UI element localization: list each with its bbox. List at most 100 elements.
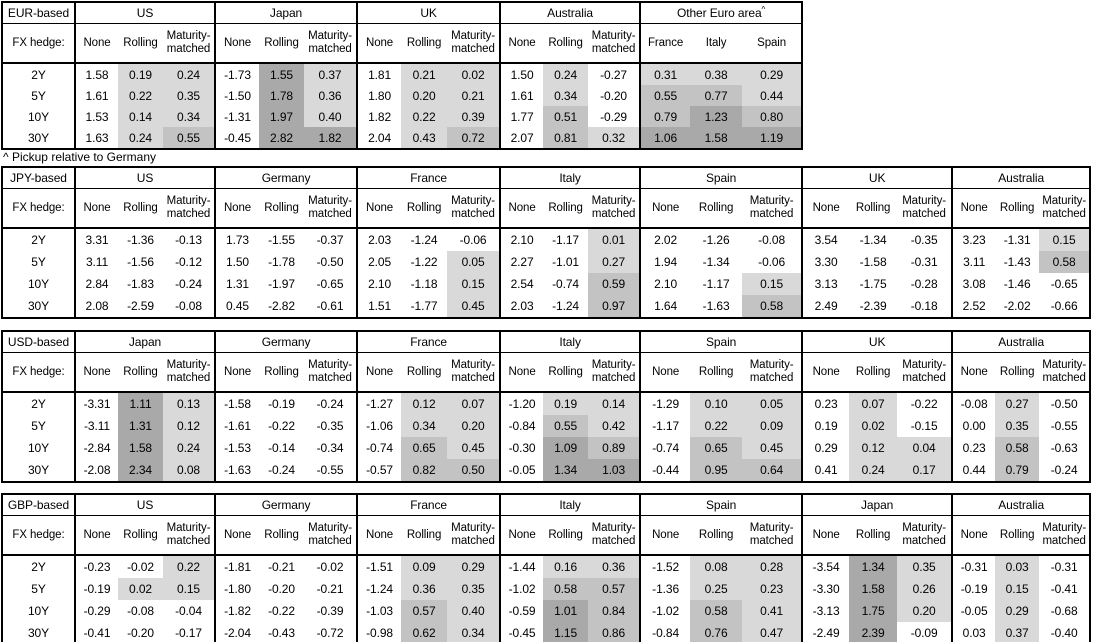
hedge-type-header: Maturity-matched <box>447 352 501 393</box>
value-cell: 1.75 <box>849 600 898 622</box>
value-cell: -0.31 <box>1039 555 1091 578</box>
value-cell: -0.09 <box>897 622 953 642</box>
country-name: Italy <box>559 335 581 349</box>
base-currency-label: JPY-based <box>2 167 76 189</box>
value-cell: 0.36 <box>401 578 448 600</box>
value-cell: -2.84 <box>74 437 118 459</box>
value-cell: 2.02 <box>639 228 691 251</box>
hedge-type-header: None <box>951 352 996 393</box>
value-cell: 0.31 <box>639 63 691 85</box>
value-cell: -0.34 <box>304 437 358 459</box>
country-header: UK <box>801 331 953 353</box>
value-cell: 0.35 <box>163 85 216 106</box>
value-cell: -0.72 <box>304 622 358 642</box>
country-header: US <box>73 494 216 516</box>
value-cell: 0.72 <box>447 127 501 149</box>
value-cell: -1.29 <box>639 392 691 415</box>
value-cell: -1.02 <box>639 600 691 622</box>
tenor-label: 30Y <box>2 622 76 642</box>
value-cell: -0.30 <box>499 437 544 459</box>
hedge-type-header: None <box>214 352 260 393</box>
value-cell: -0.68 <box>1039 600 1091 622</box>
rates-table-eur-based: EUR-based US Japan UK Australia Other Euro ar… <box>1 1 804 150</box>
hedge-type-header: None <box>356 23 402 64</box>
hedge-type-header: Rolling <box>690 352 743 393</box>
value-cell: -1.34 <box>849 228 898 251</box>
value-cell: 3.13 <box>801 273 850 295</box>
fx-hedge-label: FX hedge: <box>2 23 76 64</box>
value-cell: 0.34 <box>543 85 589 106</box>
hedge-header-row: FX hedge: None Rolling Maturity-matched None… <box>2 352 1091 393</box>
hedge-type-header: None <box>214 23 260 64</box>
value-cell: -0.29 <box>74 600 118 622</box>
value-cell: -1.43 <box>995 251 1040 273</box>
value-cell: -0.40 <box>1039 622 1091 642</box>
value-cell: 0.45 <box>447 295 501 318</box>
value-cell: 1.23 <box>690 106 743 127</box>
value-cell: -3.11 <box>74 415 118 437</box>
data-row: 30Y 1.63 0.24 0.55 -0.45 2.82 1.82 2.04 0.43 0.72… <box>2 127 803 149</box>
value-cell: -1.31 <box>995 228 1040 251</box>
tenor-label: 2Y <box>2 555 76 578</box>
value-cell: 0.10 <box>690 392 743 415</box>
country-header: Italy <box>499 167 641 189</box>
hedge-type-header: Maturity-matched <box>163 515 216 556</box>
value-cell: 0.07 <box>849 392 898 415</box>
value-cell: 0.58 <box>1039 251 1091 273</box>
value-cell: -0.31 <box>897 251 953 273</box>
value-cell: 0.05 <box>742 392 803 415</box>
value-cell: 2.82 <box>259 127 305 149</box>
value-cell: 0.37 <box>304 63 358 85</box>
value-cell: 1.50 <box>499 63 544 85</box>
hedge-type-header: Rolling <box>543 23 589 64</box>
value-cell: 0.97 <box>588 295 641 318</box>
hedge-type-header: Maturity-matched <box>588 515 641 556</box>
hedge-type-header: Rolling <box>690 188 743 229</box>
country-name: Italy <box>559 171 581 185</box>
value-cell: 0.65 <box>690 437 743 459</box>
value-cell: 1.61 <box>499 85 544 106</box>
value-cell: 0.84 <box>588 600 641 622</box>
tenor-label: 2Y <box>2 392 76 415</box>
tenor-label: 30Y <box>2 127 76 149</box>
country-name: Germany <box>261 498 311 512</box>
country-name: France <box>410 171 447 185</box>
tenor-label: 10Y <box>2 273 76 295</box>
country-header: Germany <box>214 167 358 189</box>
value-cell: -0.19 <box>951 578 996 600</box>
hedge-header-row: FX hedge: None Rolling Maturity-matched None… <box>2 23 803 64</box>
value-cell: 0.07 <box>447 392 501 415</box>
value-cell: -0.84 <box>639 622 691 642</box>
value-cell: 0.15 <box>163 578 216 600</box>
value-cell: -0.08 <box>163 295 216 318</box>
value-cell: -1.22 <box>401 251 448 273</box>
value-cell: -1.31 <box>214 106 260 127</box>
value-cell: -1.02 <box>499 578 544 600</box>
value-cell: 1.11 <box>118 392 163 415</box>
value-cell: -0.44 <box>639 459 691 482</box>
value-cell: 0.55 <box>163 127 216 149</box>
value-cell: 0.27 <box>588 251 641 273</box>
value-cell: 0.62 <box>401 622 448 642</box>
hedge-type-header: Maturity-matched <box>163 188 216 229</box>
country-name: Australia <box>998 171 1045 185</box>
hedge-type-header: None <box>356 352 402 393</box>
value-cell: 0.12 <box>849 437 898 459</box>
value-cell: -1.78 <box>259 251 305 273</box>
rates-table-gbp-based: GBP-based US Germany France Italy Spain Japan A… <box>1 493 1092 642</box>
value-cell: 0.03 <box>995 555 1040 578</box>
value-cell: 0.24 <box>163 63 216 85</box>
country-name: France <box>410 498 447 512</box>
value-cell: 0.58 <box>690 600 743 622</box>
value-cell: 2.84 <box>74 273 118 295</box>
data-row: 10Y -0.29 -0.08 -0.04 -1.82 -0.22 -0.39 -1.03 0.… <box>2 600 1091 622</box>
value-cell: 0.19 <box>543 392 589 415</box>
value-cell: 1.53 <box>74 106 118 127</box>
hedge-type-header: Rolling <box>543 188 589 229</box>
tenor-label: 5Y <box>2 251 76 273</box>
value-cell: 0.35 <box>995 415 1040 437</box>
value-cell: 0.38 <box>690 63 743 85</box>
hedge-type-header: Rolling <box>849 515 898 556</box>
country-header: France <box>356 331 501 353</box>
hedge-type-header: None <box>356 188 402 229</box>
